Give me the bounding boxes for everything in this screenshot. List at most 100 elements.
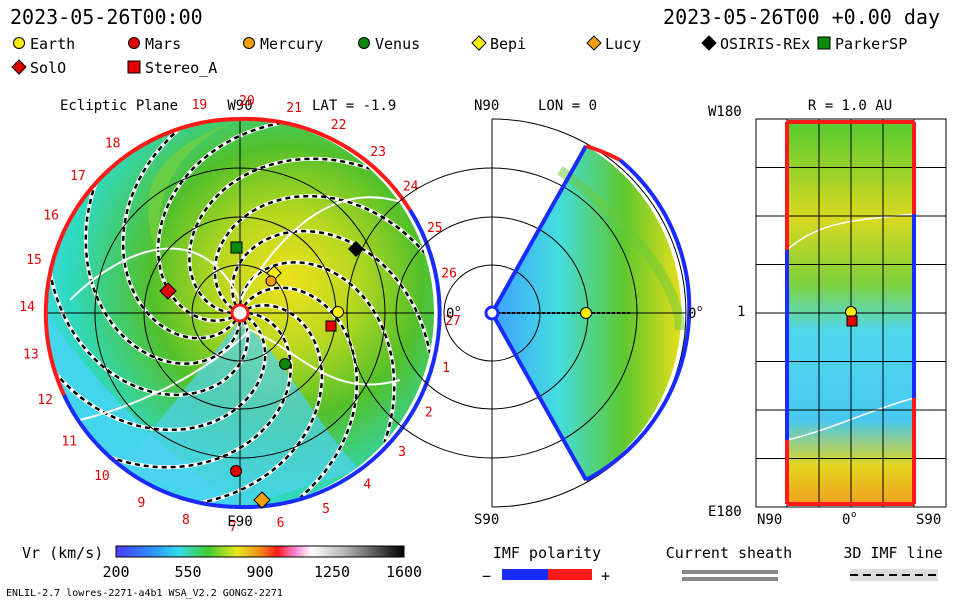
polarity-minus: − <box>482 567 491 585</box>
source-x-label-mid: 0 o <box>842 510 856 528</box>
square-marker-icon <box>127 60 141 74</box>
carrington-label: 8 <box>182 513 190 528</box>
colorbar-label: Vr (km/s) <box>22 544 103 562</box>
colorbar-tick-label: 1250 <box>314 563 350 581</box>
colorbar-ticks: 200 550 900 1250 1600 <box>102 563 422 581</box>
imf-spiral-line <box>83 182 242 366</box>
svg-text:o: o <box>455 304 460 314</box>
legend-item-venus: Venus <box>358 35 420 53</box>
imf-spiral-line <box>199 304 324 505</box>
legend-item-mercury: Mercury <box>243 35 323 53</box>
venus-marker <box>279 358 291 370</box>
legend-item-solo: SolO <box>11 59 66 77</box>
lat-label: LAT = -1.9 <box>312 98 396 114</box>
earth-marker <box>580 307 592 319</box>
right-datetime: 2023-05-26T00 +0.00 day <box>663 5 940 29</box>
polarity-arc-positive <box>62 208 442 510</box>
polarity-negative-swatch <box>502 569 548 580</box>
carrington-label: 10 <box>94 469 110 484</box>
stereo-a-marker <box>846 315 858 327</box>
sun-marker <box>230 303 250 323</box>
ecliptic-title: Ecliptic Plane <box>60 98 178 114</box>
imf-spiral-line <box>187 156 371 315</box>
carrington-label: 26 <box>441 266 457 281</box>
lon-label: LON = 0 <box>538 98 597 114</box>
legend-label: Lucy <box>605 35 641 53</box>
imf-line-key: 3D IMF line <box>843 544 943 581</box>
diamond-marker-icon <box>11 59 27 75</box>
carrington-label: 22 <box>331 118 347 133</box>
svg-text:0: 0 <box>446 306 454 322</box>
diamond-marker-icon <box>586 35 602 51</box>
left-datetime: 2023-05-26T00:00 <box>10 5 203 29</box>
source-bottom-label: E180 <box>708 504 742 520</box>
ecliptic-zero-label: 0 o <box>446 304 460 322</box>
wedge-shading <box>556 166 685 331</box>
imf-spiral-line <box>213 194 426 310</box>
colorbar-tick-label: 550 <box>174 563 201 581</box>
carrington-label: 2 <box>425 406 433 421</box>
lucy-marker <box>253 491 271 509</box>
svg-text:0: 0 <box>688 306 696 322</box>
current-sheet-line <box>239 196 421 301</box>
carrington-label: 14 <box>19 300 35 315</box>
colorbar-gradient <box>115 545 405 558</box>
polarity-positive-swatch <box>548 569 592 580</box>
carrington-label: 1 <box>442 361 450 376</box>
source-title: R = 1.0 AU <box>808 98 892 114</box>
carrington-label: 24 <box>403 180 419 195</box>
imf-line-label: 3D IMF line <box>843 544 942 562</box>
legend-label: OSIRIS-REx <box>720 35 810 53</box>
circle-marker-icon <box>358 37 370 49</box>
svg-text:0: 0 <box>842 512 850 528</box>
carrington-labels: 19 20 212223242526271234567891011121314151… <box>19 94 460 535</box>
colorbar-tick-label: 200 <box>102 563 129 581</box>
legend-item-stereo-a: Stereo_A <box>127 59 217 77</box>
legend-item-lucy: Lucy <box>586 35 641 53</box>
imf-spiral-line <box>54 316 267 432</box>
meridional-bottom-label: S90 <box>474 512 499 528</box>
imf-polarity-label: IMF polarity <box>493 544 601 562</box>
imf-spiral-line <box>156 121 281 322</box>
current-sheath-label: Current sheath <box>666 544 792 562</box>
carrington-label: 6 <box>277 516 285 531</box>
ecliptic-bottom-label: E90 <box>227 514 252 530</box>
svg-text:o: o <box>851 510 856 520</box>
carrington-label: 17 <box>70 169 86 184</box>
legend-item-earth: Earth <box>13 35 75 53</box>
polarity-arc-negative <box>239 116 412 212</box>
legend-item-mars: Mars <box>128 35 181 53</box>
carrington-label: 7 <box>229 520 237 535</box>
legend-item-bepi: Bepi <box>471 35 526 53</box>
velocity-colorbar: Vr (km/s) 200 550 900 1250 1600 <box>22 544 422 581</box>
mars-marker <box>230 465 242 477</box>
carrington-label: 11 <box>61 434 77 449</box>
legend-label: ParkerSP <box>835 35 907 53</box>
legend-label: Mars <box>145 35 181 53</box>
polarity-arc-negative <box>43 117 241 396</box>
legend-label: Venus <box>375 35 420 53</box>
carrington-label: 23 <box>370 145 386 160</box>
polarity-plus: + <box>601 567 610 585</box>
current-sheet-line <box>786 397 915 441</box>
current-sheath-key: Current sheath <box>666 544 792 581</box>
legend-item-parkersp: ParkerSP <box>817 35 907 53</box>
polarity-arc-positive <box>585 158 692 482</box>
svg-text:o: o <box>697 304 702 314</box>
model-footer: ENLIL-2.7 lowres-2271-a4b1 WSA_V2.2 GONG… <box>6 588 283 599</box>
imf-spiral-line <box>48 272 249 397</box>
carrington-label: 16 <box>43 208 59 223</box>
square-marker-icon <box>817 36 831 50</box>
imf-spiral-line <box>109 311 293 470</box>
polarity-edge <box>490 145 588 314</box>
colorbar-tick-label: 1600 <box>386 563 422 581</box>
carrington-label: 13 <box>23 348 39 363</box>
meridional-top-label: N90 <box>474 98 499 114</box>
circle-marker-icon <box>13 37 25 49</box>
ecliptic-panel: Ecliptic Plane W90 LAT = -1.9 19 20 212223… <box>19 94 460 535</box>
carrington-label: 18 <box>105 136 121 151</box>
carrington-label: 25 <box>427 221 443 236</box>
legend-label: Stereo_A <box>145 59 217 77</box>
imf-spirals <box>48 121 432 505</box>
